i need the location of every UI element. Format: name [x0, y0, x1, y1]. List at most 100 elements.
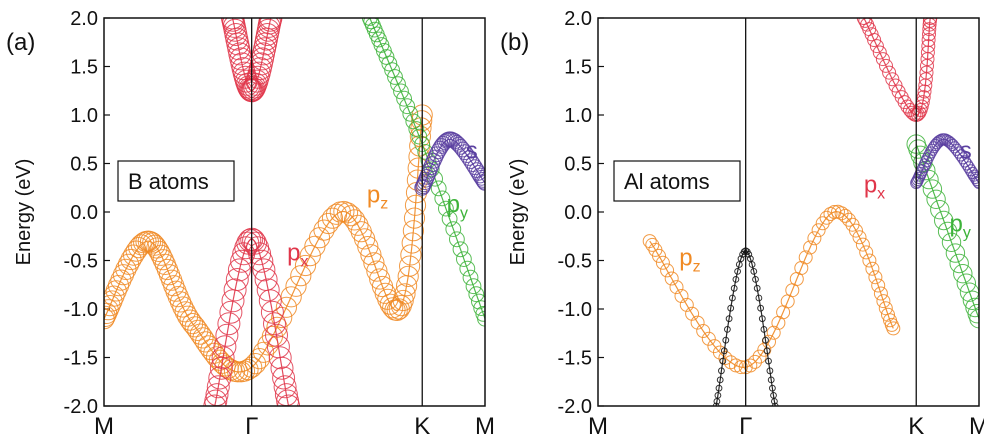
band-point	[430, 143, 447, 160]
band-point	[399, 255, 421, 277]
band-point	[227, 361, 249, 383]
band-point	[405, 113, 422, 130]
band-point	[970, 173, 979, 186]
band-point	[363, 18, 380, 30]
band-point	[690, 315, 705, 330]
band-point	[387, 69, 403, 85]
band-point	[727, 304, 735, 312]
y-tick-label: 1.5	[564, 57, 592, 79]
panel-b-frame	[597, 17, 980, 407]
band-pz	[642, 204, 901, 375]
x-tick-label: Γ	[245, 413, 258, 439]
band-point	[873, 286, 888, 301]
band-point	[473, 169, 485, 186]
band-point	[743, 358, 758, 373]
band-point	[363, 252, 385, 274]
band-point	[753, 284, 761, 292]
band-point	[856, 18, 871, 25]
band-point	[244, 353, 267, 375]
panel-b-atom-box: Al atoms	[613, 160, 741, 202]
band-point	[434, 190, 451, 207]
panel-b-label: (b)	[500, 29, 529, 56]
y-tick-label: 1.5	[70, 57, 98, 79]
band-point	[275, 296, 297, 318]
band-point	[652, 248, 666, 263]
band-px_upper	[221, 18, 283, 103]
band-point	[718, 367, 725, 375]
band-point	[459, 147, 475, 164]
band-point	[685, 306, 700, 321]
band-point	[965, 297, 979, 318]
band-point	[897, 95, 912, 110]
band-point	[390, 76, 406, 92]
y-tick-label: 2.0	[564, 8, 592, 30]
band-point	[473, 300, 485, 316]
orbital-label: px	[864, 172, 885, 203]
panel-a-plot-area	[104, 18, 485, 406]
band-line	[421, 138, 485, 189]
band-point	[972, 176, 979, 189]
band-point	[265, 323, 288, 347]
band-point	[722, 336, 730, 344]
band-point	[765, 357, 772, 365]
y-tick-label: 1.0	[564, 105, 592, 127]
band-point	[237, 359, 259, 381]
band-point	[958, 155, 972, 168]
x-tick-label: Γ	[739, 413, 752, 439]
band-point	[767, 376, 775, 384]
band-point	[263, 312, 286, 336]
band-point	[733, 360, 748, 375]
band-point	[919, 65, 934, 80]
band-point	[104, 285, 125, 307]
band-point	[967, 304, 979, 324]
band-point	[462, 269, 479, 286]
band-point	[811, 223, 826, 238]
x-tick-label: M	[588, 413, 608, 439]
panel-b-plot-area	[642, 18, 979, 406]
band-point	[923, 18, 938, 25]
band-point	[259, 18, 283, 30]
band-point	[934, 210, 954, 231]
y-tick-label: -1.5	[558, 348, 592, 370]
band-point	[937, 221, 958, 242]
band-point	[475, 306, 485, 322]
band-point	[402, 105, 419, 122]
band-point	[655, 255, 670, 270]
band-point	[771, 402, 779, 406]
band-point	[926, 189, 946, 210]
band-py	[361, 18, 485, 327]
panel-a-ylabel: Energy (eV)	[13, 159, 35, 266]
band-point	[849, 223, 863, 238]
panel-a: (a) Energy (eV) 2.0 1.5 1.0 0.5 0.0 -0.5 -1.0 -…	[6, 8, 495, 439]
band-point	[803, 240, 818, 255]
band-point	[867, 33, 882, 47]
band-point	[152, 249, 174, 271]
band-point	[104, 295, 121, 317]
band-point	[104, 290, 123, 312]
band-point	[396, 90, 413, 107]
band-point	[244, 231, 267, 255]
band-point	[944, 137, 957, 150]
band-point	[858, 18, 873, 28]
band-point	[922, 22, 937, 37]
band-point	[841, 212, 856, 227]
band-point	[449, 231, 465, 248]
band-point	[438, 200, 454, 217]
panel-a-y-ticks: 2.0 1.5 1.0 0.5 0.0 -0.5 -1.0 -1.5 -2.0	[64, 8, 110, 418]
y-tick-label: -2.0	[558, 396, 592, 418]
band-point	[712, 402, 720, 406]
panel-b-atom-label: Al atoms	[624, 169, 710, 194]
band-point	[184, 316, 206, 338]
band-point	[465, 278, 482, 295]
band-point	[771, 398, 778, 405]
band-point	[411, 128, 428, 145]
band-point	[962, 290, 979, 310]
band-point	[769, 384, 776, 392]
band-point	[105, 280, 127, 302]
band-point	[317, 212, 339, 235]
band-point	[472, 167, 485, 184]
x-tick-label: M	[969, 413, 984, 439]
y-tick-label: 1.0	[70, 105, 98, 127]
